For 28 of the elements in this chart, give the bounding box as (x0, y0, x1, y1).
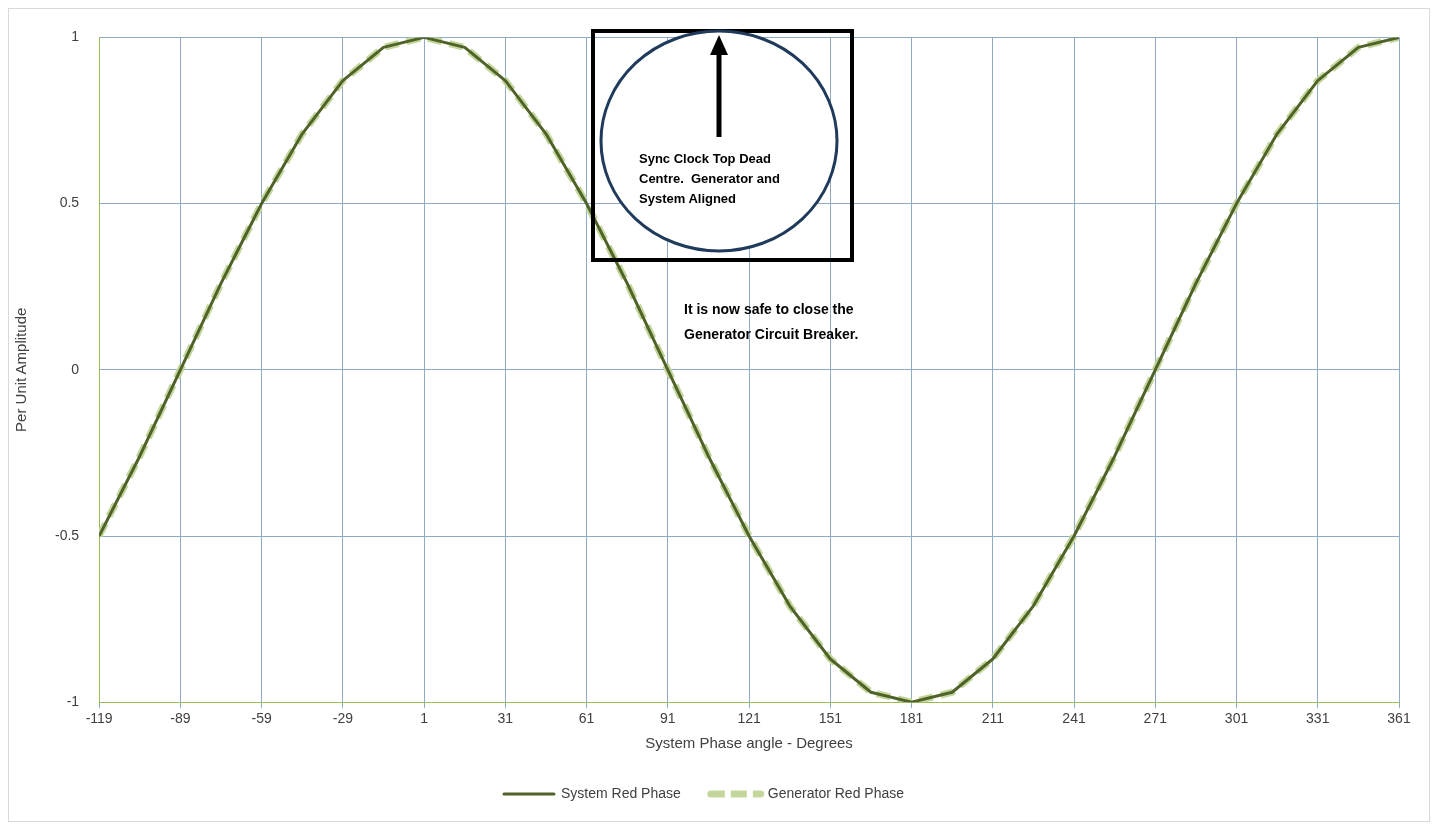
x-tick-label: -29 (332, 710, 354, 727)
x-tick-label: 361 (1387, 710, 1411, 727)
legend-label: System Red Phase (560, 784, 682, 801)
x-tick-label: -59 (251, 710, 272, 727)
y-tick-label: 1 (71, 28, 80, 45)
annotation: Sync Clock Top Dead Centre. Generator and System Aligned (639, 150, 781, 208)
x-tick-label: 121 (737, 710, 761, 727)
y-axis-title: Per Unit Amplitude (12, 307, 30, 432)
x-tick-label: 61 (578, 710, 595, 727)
x-axis-title: System Phase angle - Degrees (645, 734, 853, 752)
y-tick-label: 0 (71, 360, 80, 377)
y-tick-label: 0.5 (59, 194, 80, 211)
x-tick-label: -89 (170, 710, 191, 727)
x-tick-label: 181 (899, 710, 924, 727)
y-tick-label: -1 (66, 693, 80, 710)
x-tick-label: -119 (85, 710, 113, 727)
x-tick-label: 331 (1306, 710, 1330, 727)
x-tick-label: 31 (497, 710, 514, 727)
x-tick-label: 211 (981, 710, 1005, 727)
x-tick-label: 241 (1062, 710, 1086, 727)
x-tick-label: 1 (420, 710, 429, 727)
x-tick-label: 271 (1143, 710, 1168, 727)
legend-label: Generator Red Phase (767, 784, 905, 801)
annotation: It is now safe to close the Generator Circuit Breaker. (684, 300, 860, 344)
y-tick-label: -0.5 (55, 526, 80, 543)
x-tick-label: 91 (660, 710, 676, 727)
x-tick-label: 301 (1224, 710, 1249, 727)
x-tick-label: 151 (818, 710, 843, 727)
